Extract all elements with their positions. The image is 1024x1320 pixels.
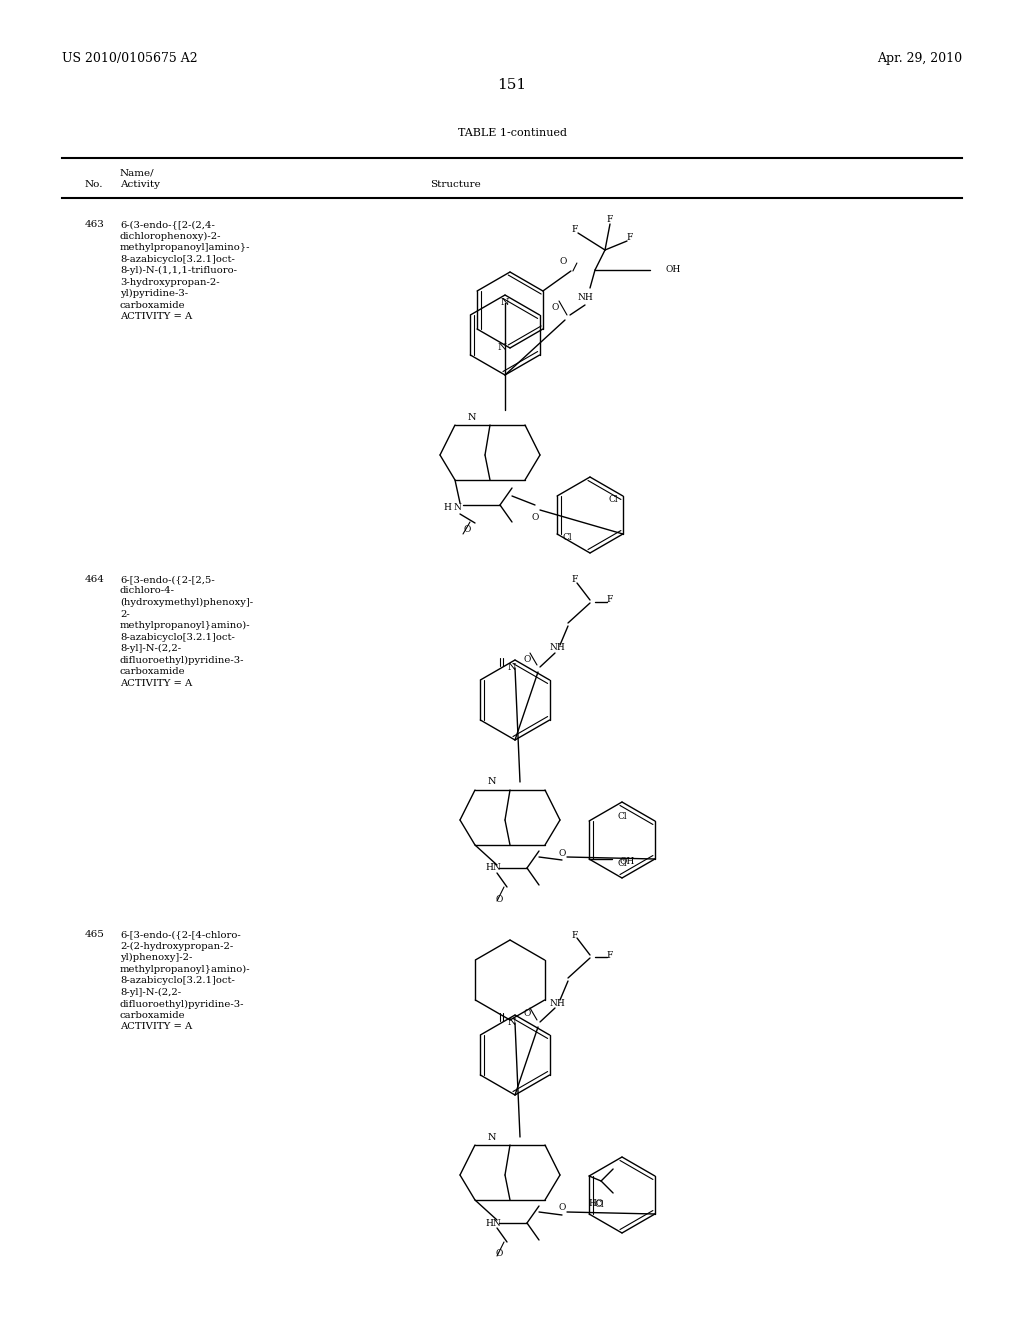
Text: O: O bbox=[558, 849, 565, 858]
Text: 464: 464 bbox=[85, 576, 104, 583]
Text: N: N bbox=[487, 1133, 497, 1142]
Text: 465: 465 bbox=[85, 931, 104, 939]
Text: Cl: Cl bbox=[617, 812, 627, 821]
Text: NH: NH bbox=[550, 644, 565, 652]
Text: O: O bbox=[496, 1250, 503, 1258]
Text: 6-[3-endo-({2-[2,5-
dichloro-4-
(hydroxymethyl)phenoxy]-
2-
methylpropanoyl}amin: 6-[3-endo-({2-[2,5- dichloro-4- (hydroxy… bbox=[120, 576, 253, 688]
Text: OH: OH bbox=[620, 858, 634, 866]
Text: HN: HN bbox=[485, 1218, 501, 1228]
Text: Name/: Name/ bbox=[120, 168, 155, 177]
Text: N: N bbox=[508, 663, 516, 672]
Text: F: F bbox=[607, 950, 613, 960]
Text: 463: 463 bbox=[85, 220, 104, 228]
Text: Apr. 29, 2010: Apr. 29, 2010 bbox=[877, 51, 962, 65]
Text: N: N bbox=[468, 412, 476, 421]
Text: TABLE 1-continued: TABLE 1-continued bbox=[458, 128, 566, 139]
Text: 151: 151 bbox=[498, 78, 526, 92]
Text: O: O bbox=[463, 525, 471, 535]
Text: Cl: Cl bbox=[562, 532, 571, 541]
Text: Cl: Cl bbox=[617, 859, 627, 869]
Text: F: F bbox=[607, 215, 613, 224]
Text: O: O bbox=[551, 302, 559, 312]
Text: H: H bbox=[443, 503, 451, 512]
Text: O: O bbox=[558, 1204, 565, 1213]
Text: O: O bbox=[531, 512, 539, 521]
Text: N: N bbox=[501, 298, 509, 308]
Text: O: O bbox=[523, 655, 530, 664]
Text: HN: HN bbox=[485, 863, 501, 873]
Text: OH: OH bbox=[665, 265, 680, 275]
Text: Cl: Cl bbox=[608, 495, 617, 503]
Text: NH: NH bbox=[550, 998, 565, 1007]
Text: No.: No. bbox=[85, 180, 103, 189]
Text: F: F bbox=[571, 226, 579, 235]
Text: HO: HO bbox=[589, 1199, 604, 1208]
Text: F: F bbox=[607, 595, 613, 605]
Text: 6-[3-endo-({2-[4-chloro-
2-(2-hydroxypropan-2-
yl)phenoxy]-2-
methylpropanoyl}am: 6-[3-endo-({2-[4-chloro- 2-(2-hydroxypro… bbox=[120, 931, 251, 1031]
Text: O: O bbox=[496, 895, 503, 903]
Text: F: F bbox=[571, 576, 579, 585]
Text: N: N bbox=[487, 777, 497, 787]
Text: Structure: Structure bbox=[430, 180, 480, 189]
Text: F: F bbox=[627, 234, 633, 243]
Text: Cl: Cl bbox=[594, 1200, 604, 1209]
Text: O: O bbox=[523, 1010, 530, 1019]
Text: O: O bbox=[559, 256, 566, 265]
Text: US 2010/0105675 A2: US 2010/0105675 A2 bbox=[62, 51, 198, 65]
Text: 6-(3-endo-{[2-(2,4-
dichlorophenoxy)-2-
methylpropanoyl]amino}-
8-azabicyclo[3.2: 6-(3-endo-{[2-(2,4- dichlorophenoxy)-2- … bbox=[120, 220, 251, 321]
Text: F: F bbox=[571, 931, 579, 940]
Text: Activity: Activity bbox=[120, 180, 160, 189]
Text: N: N bbox=[453, 503, 461, 512]
Text: NH: NH bbox=[578, 293, 593, 302]
Text: N: N bbox=[508, 1018, 516, 1027]
Text: N: N bbox=[498, 343, 507, 352]
